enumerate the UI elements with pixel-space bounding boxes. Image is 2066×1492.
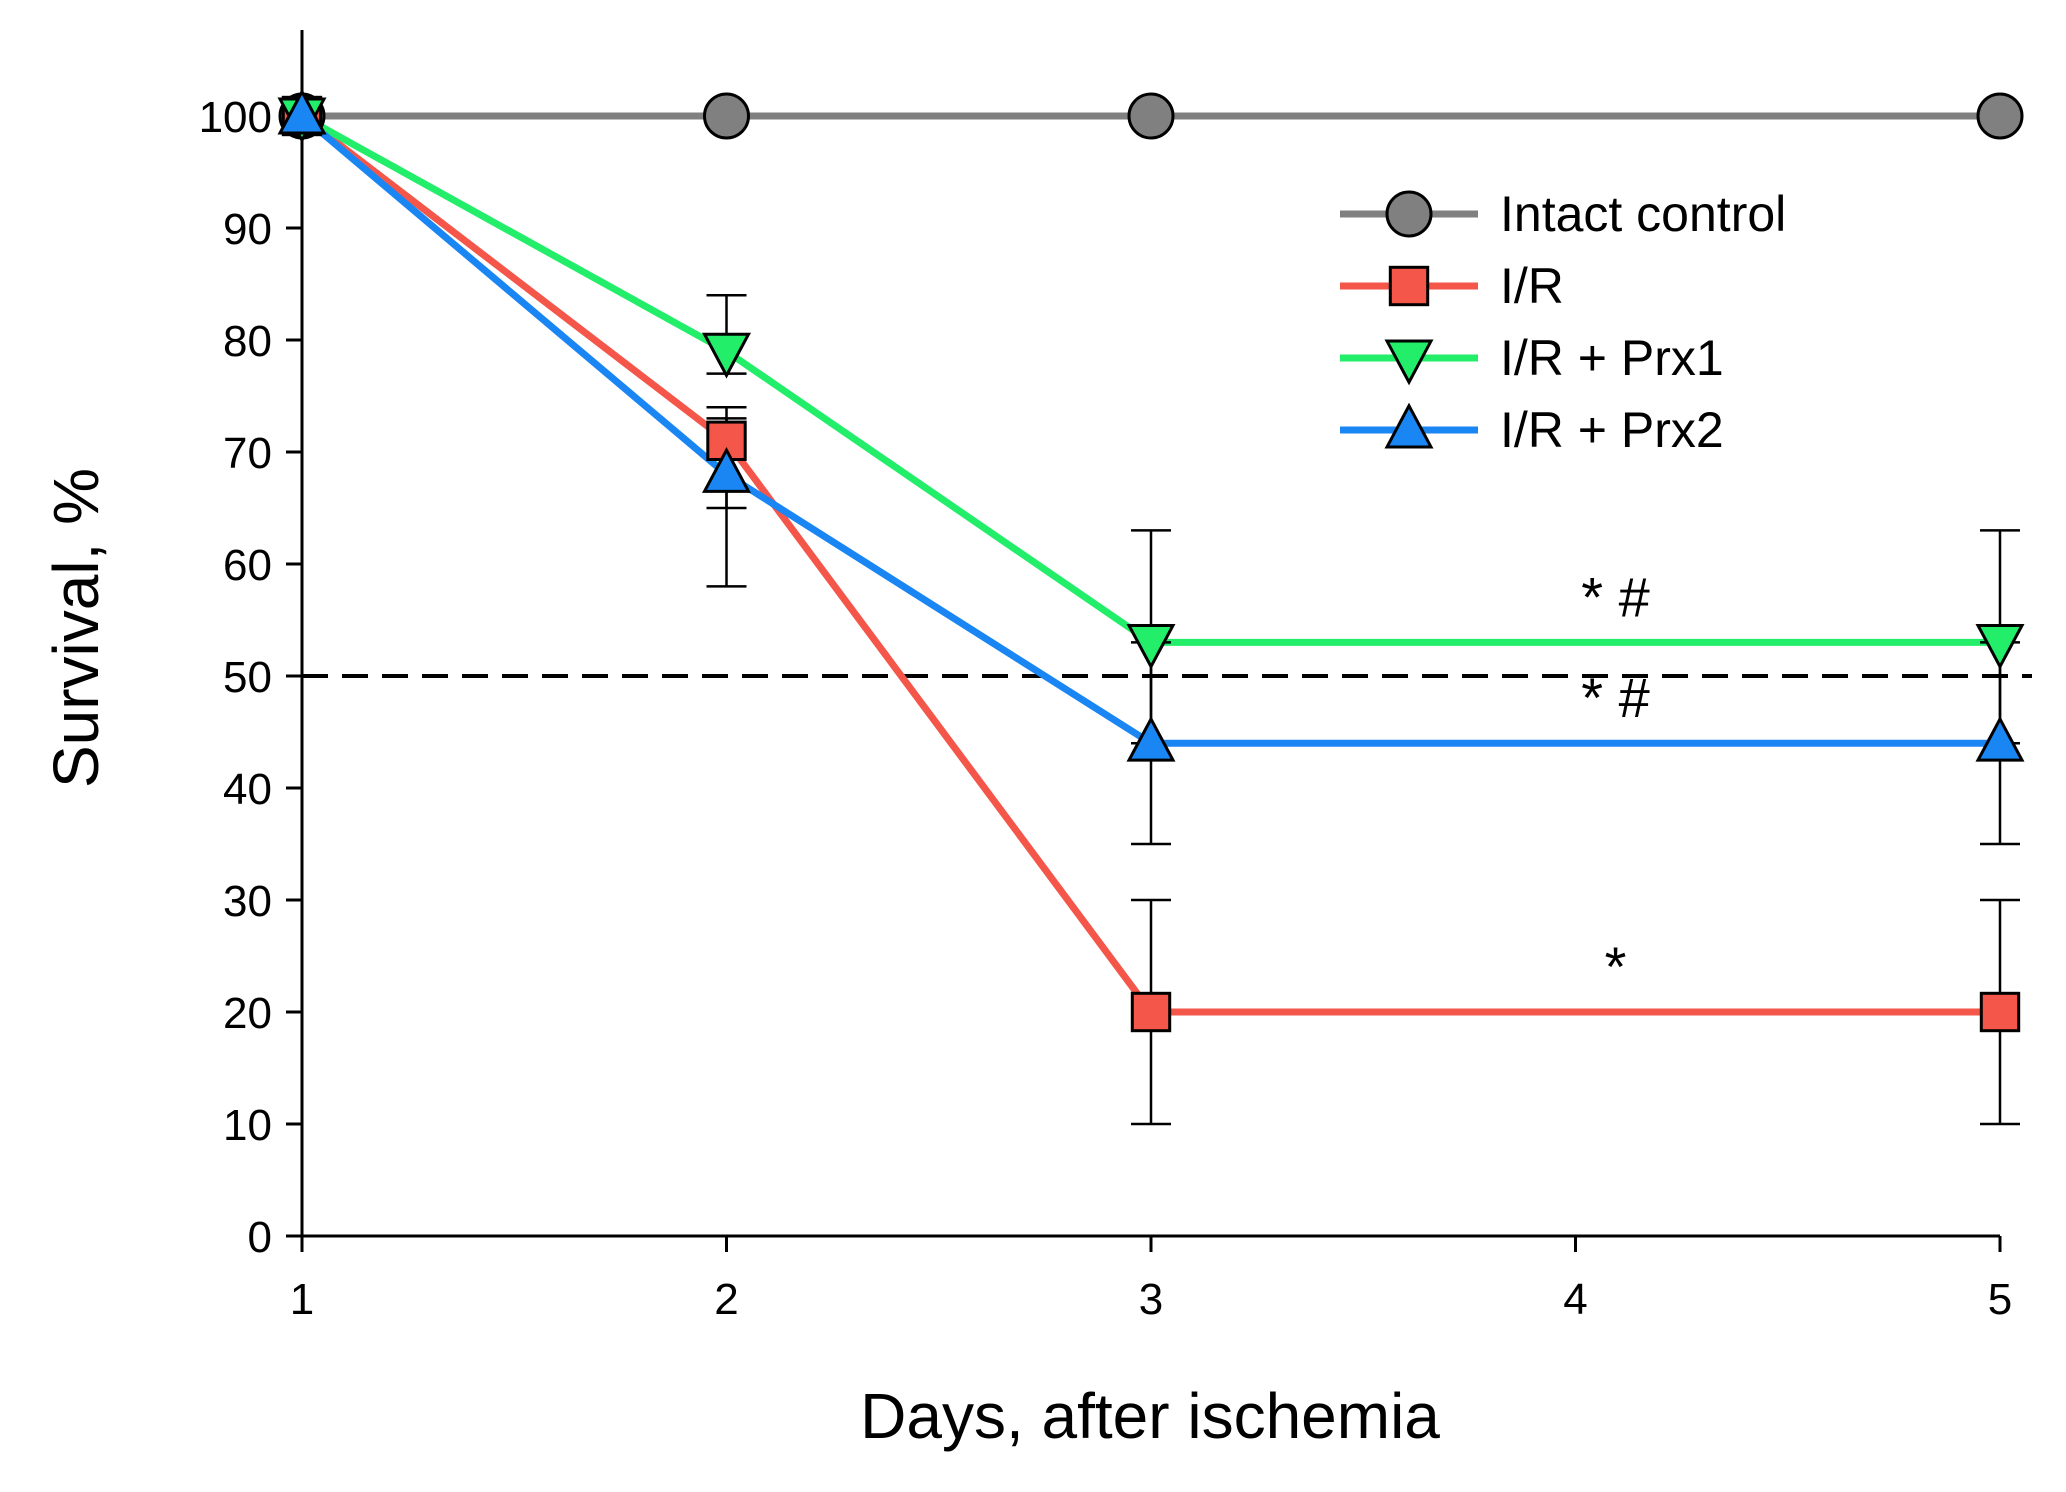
y-tick-label: 80 [223,317,272,366]
data-point [1975,715,2025,762]
data-point [1979,991,2021,1033]
x-tick-label: 5 [1988,1275,2012,1324]
series-group [277,88,2025,1126]
legend-label: I/R + Prx2 [1500,402,1724,458]
legend-marker [1384,339,1434,386]
data-point [1126,623,1176,670]
legend-entry: Intact control [1340,186,1786,242]
x-tick-label: 4 [1563,1275,1587,1324]
legend-label: I/R [1500,258,1564,314]
x-tick-label: 3 [1139,1275,1163,1324]
legend-entry: I/R + Prx2 [1340,402,1724,458]
y-tick-label: 100 [199,93,272,142]
legend-label: Intact control [1500,186,1786,242]
legend-marker [1384,402,1434,449]
data-point [703,92,750,140]
y-tick-label: 0 [248,1213,272,1262]
significance-annotation: * # [1581,565,1650,628]
data-point [1976,92,2024,140]
data-point [1975,623,2025,670]
y-tick-label: 30 [223,877,272,926]
data-point [1126,715,1176,762]
series-line [299,113,2000,1016]
annotations-group: * # * # * [1581,565,1650,998]
legend-entry: I/R [1340,258,1564,314]
data-point [701,332,752,379]
legend-label: I/R + Prx1 [1500,330,1724,386]
series-line [299,113,2000,747]
data-point [701,447,752,493]
significance-annotation: * # [1581,666,1650,729]
y-tick-label: 60 [223,541,272,590]
y-tick-label: 20 [223,989,272,1038]
y-tick-label: 40 [223,765,272,814]
y-tick-label: 70 [223,429,272,478]
axes: 0 10 20 30 40 50 60 70 80 90 100 1 2 3 4 5 [199,30,2012,1324]
series-line [300,112,2000,646]
x-axis-title: Days, after ischemia [860,1380,1440,1452]
series-i-r [299,113,2020,1126]
y-tick-label: 10 [223,1101,272,1150]
legend-entry: I/R + Prx1 [1340,330,1724,386]
markers-i-r-prx2 [277,88,2025,762]
significance-annotation: * [1605,935,1627,998]
data-point [1130,991,1172,1033]
x-tick-label: 2 [714,1275,738,1324]
legend-marker [1385,190,1433,238]
x-tick-label: 1 [290,1275,314,1324]
y-tick-label: 50 [223,653,272,702]
y-axis-title: Survival, % [40,468,112,788]
data-point [277,88,327,135]
legend-marker [1388,265,1430,307]
data-point [1127,92,1175,140]
legend: Intact control I/R I/R + Prx1 I/R + Prx2 [1340,186,1786,458]
y-tick-label: 90 [223,205,272,254]
